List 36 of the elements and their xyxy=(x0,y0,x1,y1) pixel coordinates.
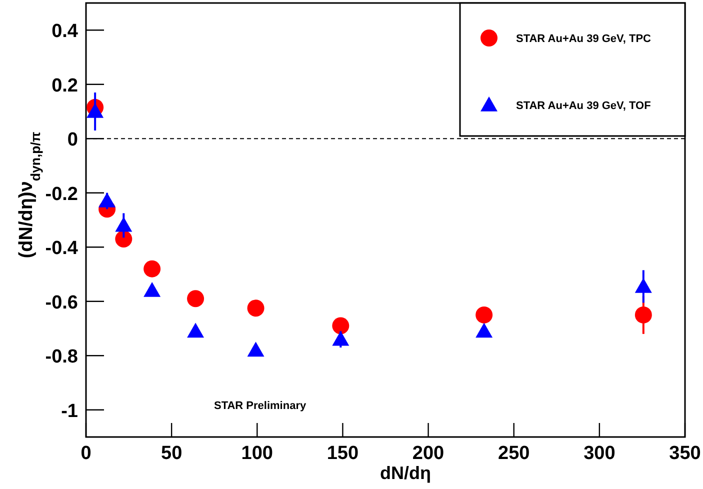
y-tick-label: 0.4 xyxy=(52,21,78,42)
y-tick-label: 0.2 xyxy=(52,75,78,96)
x-tick-label: 250 xyxy=(498,443,530,464)
point xyxy=(332,330,350,346)
point xyxy=(144,260,161,278)
x-tick-label: 50 xyxy=(161,443,182,464)
point xyxy=(187,322,204,338)
point xyxy=(634,278,652,293)
point xyxy=(476,306,493,324)
y-tick-label: -0.8 xyxy=(45,346,78,368)
x-tick-label: 200 xyxy=(412,443,444,464)
x-axis-title: dN/dη xyxy=(380,463,431,483)
annotation: STAR Preliminary xyxy=(214,400,307,412)
x-tick-label: 350 xyxy=(669,443,701,464)
x-tick-label: 0 xyxy=(80,443,92,464)
point xyxy=(115,230,132,248)
point xyxy=(476,322,493,338)
y-tick-label: -0.6 xyxy=(45,292,78,314)
point xyxy=(247,300,264,317)
point xyxy=(332,317,350,334)
point xyxy=(115,216,132,232)
x-tick-label: 100 xyxy=(241,443,273,464)
y-tick-label: -0.4 xyxy=(45,238,78,260)
point xyxy=(247,342,264,357)
y-tick-label: 0 xyxy=(67,130,78,151)
y-tick-label: -0.2 xyxy=(45,184,78,205)
point xyxy=(634,306,652,324)
legend-label: STAR Au+Au 39 GeV, TOF xyxy=(516,100,652,112)
point xyxy=(187,290,204,308)
x-tick-label: 300 xyxy=(584,443,616,464)
point xyxy=(86,103,104,118)
y-tick-label: -1 xyxy=(61,400,78,422)
point xyxy=(98,192,116,208)
x-tick-label: 150 xyxy=(326,443,359,464)
legend-label: STAR Au+Au 39 GeV, TPC xyxy=(516,33,652,45)
point xyxy=(144,282,161,297)
